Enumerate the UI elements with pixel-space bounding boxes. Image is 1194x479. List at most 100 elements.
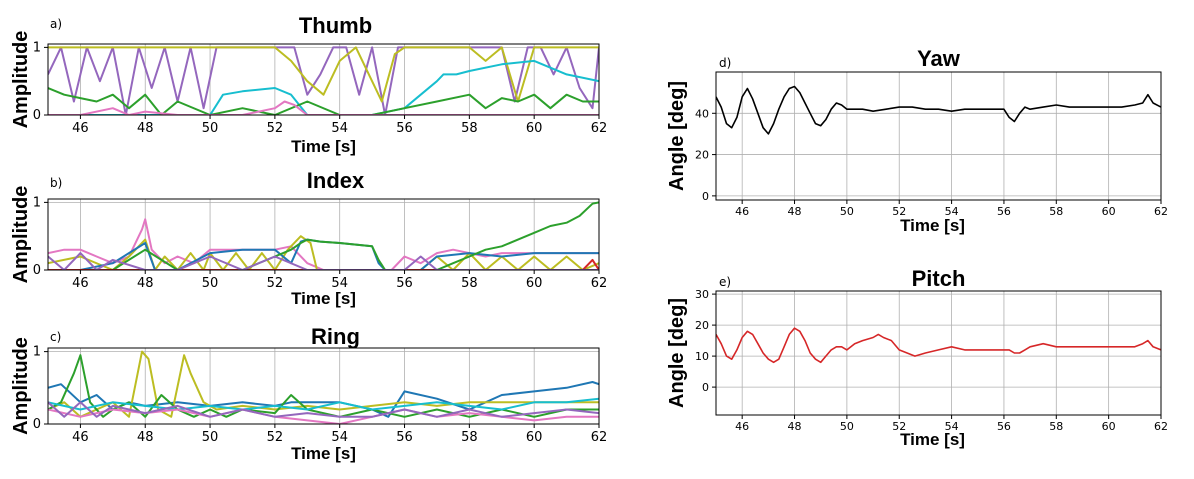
x-tick-label: 48 — [137, 276, 154, 291]
x-tick-label: 50 — [840, 420, 854, 433]
y-tick-label: 0 — [33, 417, 41, 432]
x-tick-label: 58 — [1049, 205, 1063, 218]
series-line-purple — [48, 252, 599, 270]
plot-frame — [47, 198, 600, 271]
x-tick-label: 60 — [1102, 205, 1116, 218]
x-tick-label: 60 — [526, 121, 543, 136]
plot-frame — [715, 290, 1162, 416]
x-tick-label: 46 — [735, 205, 749, 218]
x-tick-label: 46 — [72, 121, 89, 136]
y-tick-label: 0 — [702, 190, 709, 203]
chart-title: Yaw — [917, 46, 961, 71]
y-axis-label: Amplitude — [10, 337, 32, 435]
series-group — [48, 201, 599, 270]
chart-title: Pitch — [912, 266, 966, 291]
y-tick-label: 30 — [695, 288, 709, 301]
chart-title: Index — [307, 168, 365, 193]
x-tick-label: 56 — [396, 430, 413, 445]
x-tick-label: 46 — [72, 276, 89, 291]
y-tick-label: 20 — [695, 319, 709, 332]
x-tick-label: 50 — [840, 205, 854, 218]
series-line-cyan — [48, 59, 599, 115]
x-tick-label: 46 — [72, 430, 89, 445]
x-axis-label: Time [s] — [291, 444, 356, 463]
x-tick-label: 60 — [1102, 420, 1116, 433]
x-tick-label: 58 — [461, 276, 478, 291]
x-tick-label: 62 — [1154, 420, 1168, 433]
x-tick-label: 58 — [461, 430, 478, 445]
series-line-pitch — [716, 327, 1161, 364]
x-tick-label: 46 — [735, 420, 749, 433]
x-tick-label: 56 — [997, 205, 1011, 218]
x-tick-label: 52 — [267, 430, 284, 445]
y-tick-label: 40 — [695, 107, 709, 120]
y-axis-label: Angle [deg] — [666, 298, 688, 408]
y-tick-label: 20 — [695, 149, 709, 162]
plot-area — [48, 44, 599, 115]
y-tick-label: 1 — [33, 195, 41, 210]
x-tick-label: 52 — [267, 121, 284, 136]
x-tick-label: 54 — [331, 276, 348, 291]
chart-title: Ring — [311, 324, 360, 349]
plot-frame — [47, 347, 600, 425]
x-tick-label: 58 — [461, 121, 478, 136]
chart-panel-d: 46 48 50 52 54 56 58 60 62 0 20 40 Yaw Time [s] Angle … — [666, 46, 1168, 235]
x-tick-label: 56 — [396, 121, 413, 136]
x-tick-label: 56 — [396, 276, 413, 291]
series-group — [48, 46, 599, 115]
x-tick-label: 52 — [267, 276, 284, 291]
series-line-olive — [48, 46, 599, 103]
x-tick-label: 48 — [137, 430, 154, 445]
series-line-red — [48, 258, 599, 270]
x-tick-label: 50 — [202, 121, 219, 136]
x-axis-label: Time [s] — [291, 137, 356, 156]
x-tick-label: 50 — [202, 430, 219, 445]
y-tick-label: 0 — [33, 263, 41, 278]
y-tick-label: 0 — [33, 108, 41, 123]
x-tick-label: 54 — [331, 430, 348, 445]
series-line-green — [48, 201, 599, 270]
plot-area — [716, 291, 1161, 415]
x-tick-label: 48 — [788, 420, 802, 433]
x-tick-label: 48 — [137, 121, 154, 136]
chart-panel-c: 46 48 50 52 54 56 58 60 62 0 1 Ring Time [s] Amplitud… — [10, 324, 607, 463]
y-axis-label: Amplitude — [10, 186, 32, 284]
panel-label: a) — [50, 17, 62, 31]
x-tick-label: 62 — [591, 121, 608, 136]
x-tick-label: 62 — [591, 276, 608, 291]
series-line-yaw — [716, 85, 1161, 135]
x-tick-label: 60 — [526, 276, 543, 291]
panel-label: d) — [719, 56, 731, 70]
chart-panel-a: 46 48 50 52 54 56 58 60 62 0 1 Thumb Time [s] Amplitu… — [10, 13, 607, 156]
x-tick-label: 62 — [591, 430, 608, 445]
plot-frame — [47, 43, 600, 116]
series-group — [716, 85, 1161, 135]
panel-label: b) — [50, 176, 62, 190]
x-tick-label: 54 — [331, 121, 348, 136]
series-group — [716, 327, 1161, 364]
y-tick-label: 10 — [695, 350, 709, 363]
y-axis-label: Amplitude — [10, 31, 32, 129]
x-tick-label: 56 — [997, 420, 1011, 433]
series-line-purple — [48, 46, 599, 115]
series-line-cyan — [48, 397, 599, 411]
y-tick-label: 1 — [33, 40, 41, 55]
x-tick-label: 62 — [1154, 205, 1168, 218]
x-tick-label: 54 — [945, 420, 959, 433]
x-axis-label: Time [s] — [900, 430, 965, 449]
x-tick-label: 52 — [892, 420, 906, 433]
series-line-pink — [48, 100, 599, 115]
x-axis-label: Time [s] — [900, 216, 965, 235]
chart-panel-e: 46 48 50 52 54 56 58 60 62 0 10 20 30 Pitch Time [s] An… — [666, 266, 1168, 449]
chart-title: Thumb — [299, 13, 372, 38]
panel-label: c) — [50, 330, 61, 344]
x-tick-label: 50 — [202, 276, 219, 291]
series-line-purple — [48, 401, 599, 418]
panel-label: e) — [719, 275, 731, 289]
y-tick-label: 1 — [33, 345, 41, 360]
chart-panel-b: 46 48 50 52 54 56 58 60 62 0 1 Index Time [s] Amplitu… — [10, 168, 607, 308]
x-tick-label: 58 — [1049, 420, 1063, 433]
plot-area — [716, 72, 1161, 200]
x-tick-label: 52 — [892, 205, 906, 218]
